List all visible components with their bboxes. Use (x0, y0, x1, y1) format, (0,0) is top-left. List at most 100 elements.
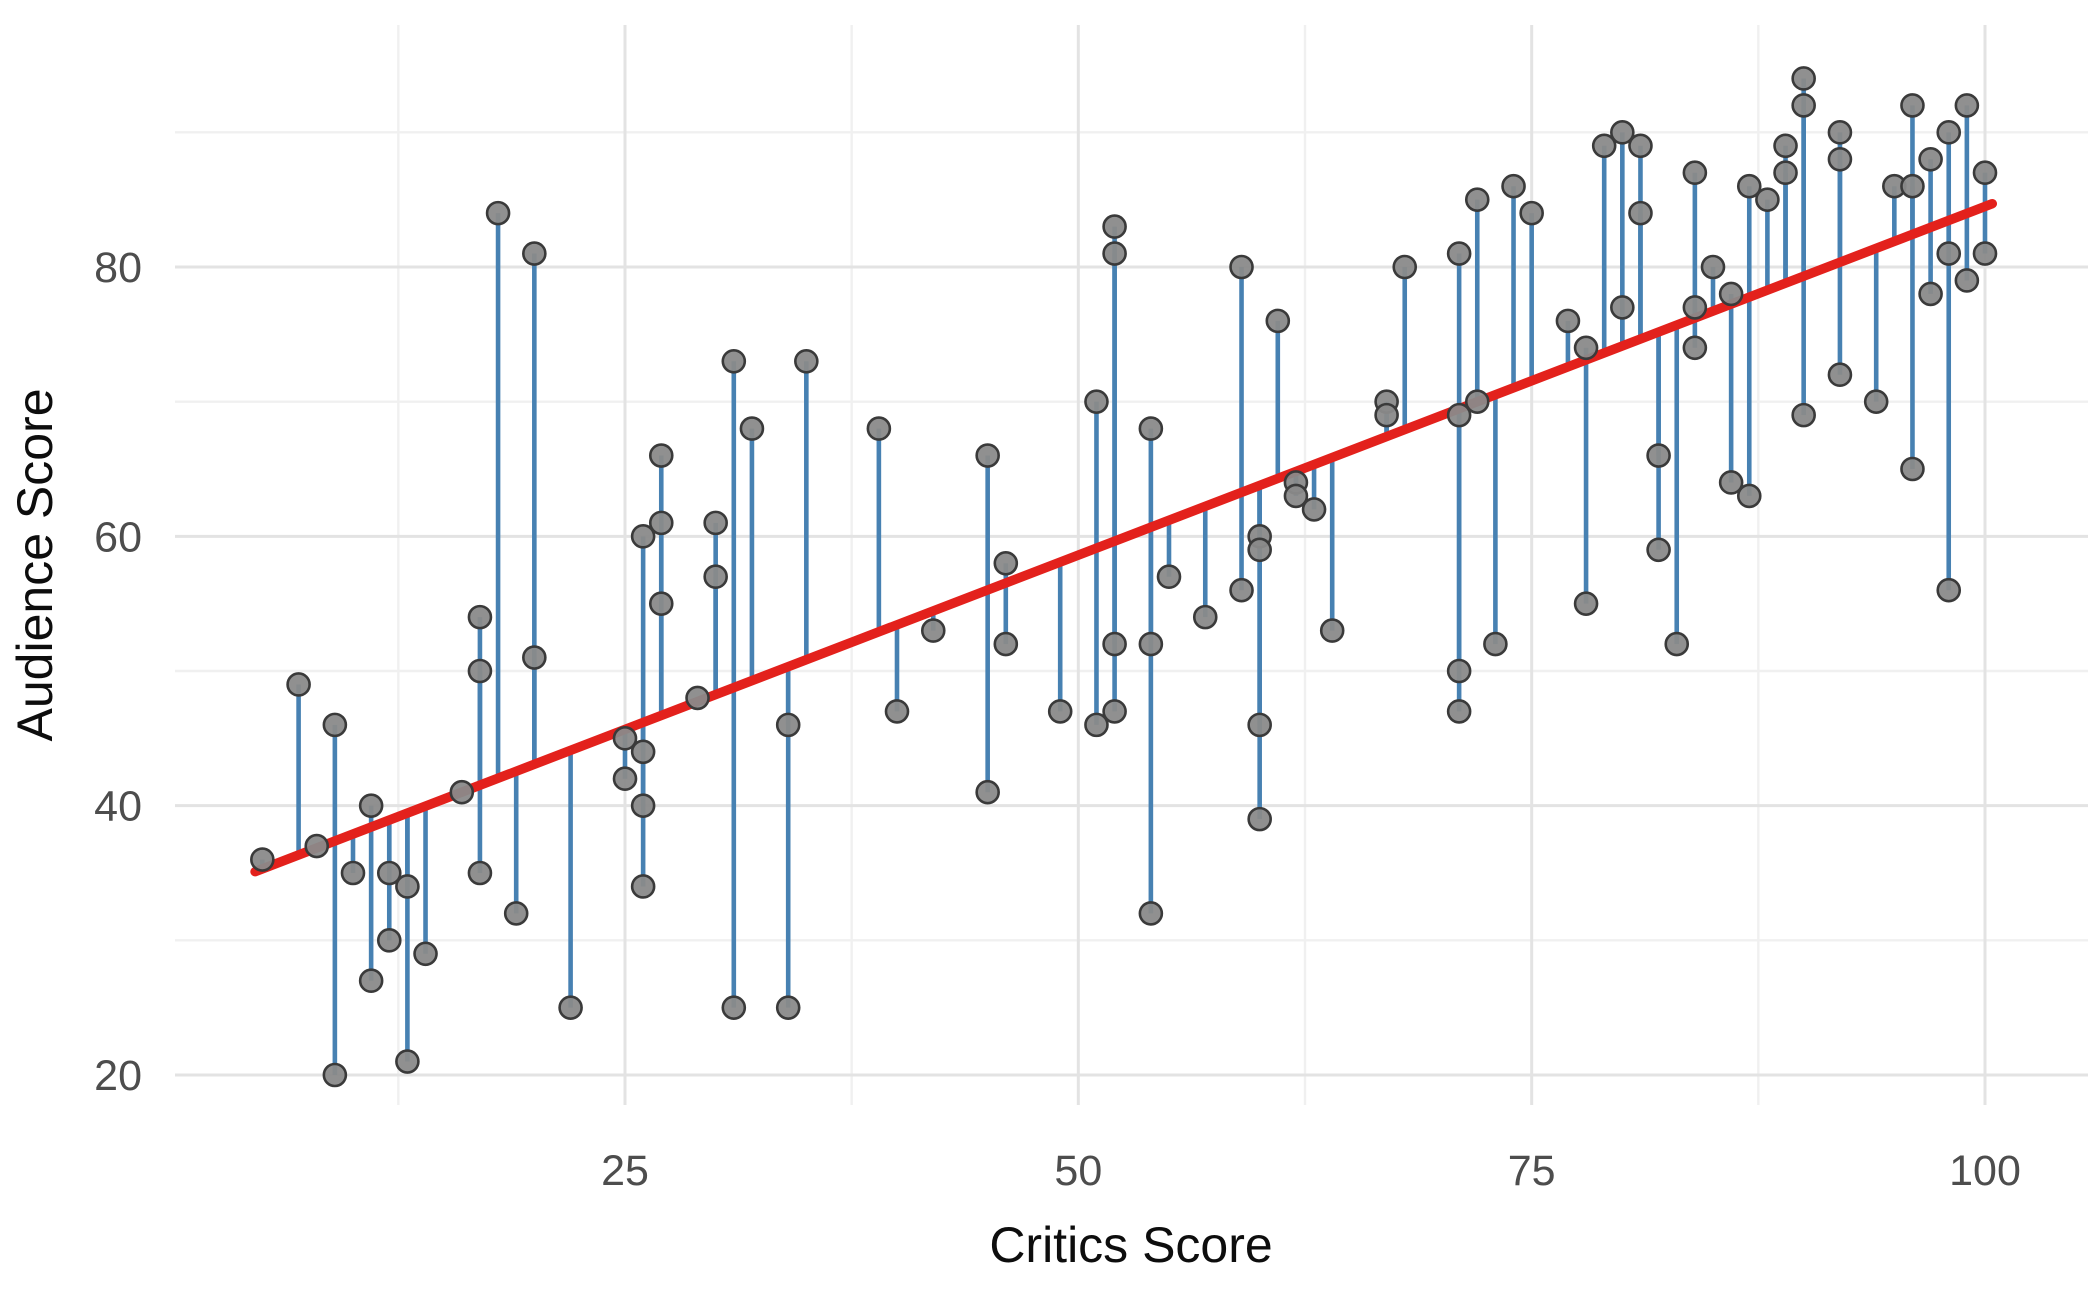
data-point (1102, 214, 1127, 239)
y-tick-label: 40 (94, 783, 142, 831)
data-point (794, 348, 819, 374)
data-point (920, 618, 946, 643)
data-point (304, 833, 330, 859)
data-point (358, 968, 384, 994)
data-point (558, 995, 583, 1020)
data-point (1591, 133, 1617, 159)
data-point (522, 645, 547, 670)
data-point (1555, 308, 1581, 334)
data-point (467, 658, 493, 684)
data-point (1791, 402, 1816, 428)
data-point (467, 604, 493, 630)
data-point (1464, 389, 1490, 414)
data-point (1446, 402, 1472, 428)
data-point (1682, 160, 1708, 186)
data-point (322, 712, 348, 738)
data-point (739, 416, 765, 441)
data-point (1918, 146, 1943, 172)
data-point (522, 241, 547, 266)
data-point (1755, 187, 1780, 212)
data-point (340, 860, 366, 886)
data-point (485, 200, 511, 226)
data-point (1773, 160, 1798, 186)
data-point (1773, 133, 1798, 159)
data-point (1682, 295, 1708, 320)
data-point (1102, 631, 1127, 657)
data-point (1863, 389, 1889, 414)
data-point (1972, 241, 1998, 266)
data-point (1718, 470, 1744, 495)
data-point (1900, 173, 1925, 199)
data-point (1936, 241, 1962, 266)
data-point (1265, 308, 1291, 334)
data-point (721, 995, 747, 1020)
data-point (1084, 712, 1109, 738)
data-point (630, 739, 656, 765)
data-point (1610, 295, 1635, 320)
data-point (648, 510, 674, 536)
data-point (630, 793, 656, 818)
data-point (358, 793, 384, 818)
data-point (703, 510, 728, 536)
y-axis-title: Audience Score (7, 388, 63, 741)
data-point (1446, 699, 1472, 724)
data-point (376, 928, 402, 953)
data-point (1682, 335, 1708, 361)
x-tick-label: 100 (1949, 1147, 2021, 1195)
data-point (703, 564, 728, 590)
data-point (1446, 658, 1472, 684)
data-point (413, 941, 438, 967)
data-point (395, 874, 420, 899)
data-point (1084, 389, 1109, 414)
data-point (1954, 268, 1980, 293)
data-point (1138, 631, 1164, 657)
data-point (1827, 146, 1853, 172)
data-point (1247, 712, 1272, 738)
y-axis-tick-labels: 20 40 60 80 (94, 244, 142, 1100)
data-point (612, 726, 638, 751)
data-point (1047, 699, 1073, 724)
data-point (1283, 483, 1309, 509)
data-point (1827, 120, 1853, 145)
data-point (1573, 591, 1599, 616)
data-point (775, 995, 801, 1020)
data-point (1628, 200, 1653, 226)
data-point (721, 348, 747, 374)
data-point (648, 443, 674, 468)
data-point (449, 779, 475, 805)
y-tick-label: 80 (94, 244, 142, 292)
data-point (1446, 241, 1472, 266)
data-point (884, 699, 910, 724)
data-point (1374, 402, 1399, 428)
data-point (1936, 120, 1962, 145)
data-point (503, 901, 529, 926)
data-point (1936, 577, 1962, 603)
data-point (1138, 416, 1164, 441)
data-point (975, 779, 1000, 805)
data-point (1301, 497, 1327, 522)
data-point (630, 874, 656, 899)
data-point (685, 685, 710, 711)
data-point (1628, 133, 1653, 159)
data-point (630, 524, 656, 549)
data-point (1247, 537, 1272, 563)
data-point (1464, 187, 1490, 212)
data-point (1102, 241, 1127, 266)
data-point (1646, 443, 1671, 468)
data-point (1519, 200, 1544, 226)
data-point (376, 860, 402, 886)
data-point (1319, 618, 1345, 643)
x-axis-tick-labels: 25 50 75 100 (601, 1147, 2021, 1195)
data-point (1791, 66, 1816, 91)
x-tick-label: 75 (1508, 1147, 1556, 1195)
minor-gridlines (175, 25, 2088, 1105)
data-point (993, 550, 1019, 576)
data-point (1791, 93, 1816, 118)
data-point (467, 860, 493, 886)
data-point (1736, 483, 1762, 509)
data-point (1229, 577, 1254, 603)
data-point (1138, 901, 1164, 926)
data-point (1483, 631, 1508, 657)
